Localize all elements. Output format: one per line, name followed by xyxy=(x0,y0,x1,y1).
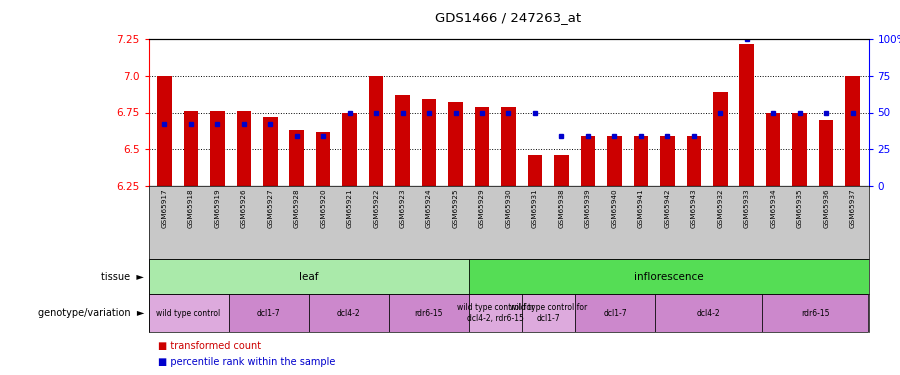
Text: GSM65924: GSM65924 xyxy=(426,189,432,228)
Bar xyxy=(184,111,198,186)
Bar xyxy=(792,112,807,186)
Text: wild type control for
dcl1-7: wild type control for dcl1-7 xyxy=(510,303,587,323)
Text: wild type control for
dcl4-2, rdr6-15: wild type control for dcl4-2, rdr6-15 xyxy=(456,303,534,323)
Text: GSM65943: GSM65943 xyxy=(691,189,697,228)
Text: GSM65936: GSM65936 xyxy=(824,189,829,228)
Bar xyxy=(148,259,469,294)
Text: GSM65929: GSM65929 xyxy=(479,189,485,228)
Bar xyxy=(634,136,648,186)
Text: ■ percentile rank within the sample: ■ percentile rank within the sample xyxy=(158,357,335,367)
Text: GSM65921: GSM65921 xyxy=(346,189,353,228)
Bar xyxy=(761,294,868,332)
Bar xyxy=(395,95,410,186)
Text: GSM65939: GSM65939 xyxy=(585,189,591,228)
Text: GDS1466 / 247263_at: GDS1466 / 247263_at xyxy=(436,11,581,24)
Bar xyxy=(554,155,569,186)
Bar xyxy=(501,106,516,186)
Text: leaf: leaf xyxy=(299,272,319,282)
Text: GSM65920: GSM65920 xyxy=(320,189,326,228)
Bar xyxy=(766,112,780,186)
Bar xyxy=(389,294,469,332)
Text: tissue  ►: tissue ► xyxy=(101,272,144,282)
Text: GSM65930: GSM65930 xyxy=(506,189,511,228)
Text: GSM65926: GSM65926 xyxy=(241,189,247,228)
Text: GSM65917: GSM65917 xyxy=(161,189,167,228)
Bar xyxy=(422,99,436,186)
Text: GSM65919: GSM65919 xyxy=(214,189,220,228)
Text: GSM65938: GSM65938 xyxy=(558,189,564,228)
Bar xyxy=(655,294,761,332)
Bar xyxy=(369,76,383,186)
Text: GSM65937: GSM65937 xyxy=(850,189,856,228)
Text: GSM65941: GSM65941 xyxy=(638,189,644,228)
Text: wild type control: wild type control xyxy=(157,309,220,318)
Bar xyxy=(210,111,225,186)
Bar xyxy=(660,136,675,186)
Text: GSM65918: GSM65918 xyxy=(188,189,194,228)
Bar xyxy=(148,294,229,332)
Bar xyxy=(527,155,542,186)
Bar xyxy=(845,76,859,186)
Text: dcl4-2: dcl4-2 xyxy=(697,309,720,318)
Bar xyxy=(448,102,463,186)
Text: GSM65935: GSM65935 xyxy=(796,189,803,228)
Text: GSM65925: GSM65925 xyxy=(453,189,459,228)
Bar xyxy=(580,136,595,186)
Bar xyxy=(740,44,754,186)
Text: ■ transformed count: ■ transformed count xyxy=(158,340,261,351)
Text: GSM65923: GSM65923 xyxy=(400,189,406,228)
Bar xyxy=(342,112,357,186)
Bar xyxy=(608,136,622,186)
Text: dcl1-7: dcl1-7 xyxy=(256,309,280,318)
Text: inflorescence: inflorescence xyxy=(634,272,703,282)
Bar xyxy=(819,120,833,186)
Text: rdr6-15: rdr6-15 xyxy=(414,309,443,318)
Text: GSM65928: GSM65928 xyxy=(293,189,300,228)
Bar xyxy=(158,76,172,186)
Bar xyxy=(469,259,868,294)
Bar xyxy=(229,294,309,332)
Text: GSM65932: GSM65932 xyxy=(717,189,724,228)
Text: dcl4-2: dcl4-2 xyxy=(337,309,360,318)
Bar xyxy=(469,294,522,332)
Bar xyxy=(687,136,701,186)
Bar xyxy=(309,294,389,332)
Bar xyxy=(290,130,304,186)
Bar xyxy=(713,92,727,186)
Bar xyxy=(316,132,330,186)
Text: GSM65934: GSM65934 xyxy=(770,189,776,228)
Bar xyxy=(263,117,277,186)
Bar xyxy=(237,111,251,186)
Text: GSM65927: GSM65927 xyxy=(267,189,274,228)
Text: GSM65933: GSM65933 xyxy=(743,189,750,228)
Text: GSM65931: GSM65931 xyxy=(532,189,538,228)
Text: GSM65922: GSM65922 xyxy=(374,189,379,228)
Bar xyxy=(575,294,655,332)
Bar xyxy=(475,106,490,186)
Text: GSM65940: GSM65940 xyxy=(611,189,617,228)
Text: dcl1-7: dcl1-7 xyxy=(603,309,627,318)
Text: rdr6-15: rdr6-15 xyxy=(801,309,830,318)
Text: genotype/variation  ►: genotype/variation ► xyxy=(38,308,144,318)
Text: GSM65942: GSM65942 xyxy=(664,189,670,228)
Bar xyxy=(522,294,575,332)
